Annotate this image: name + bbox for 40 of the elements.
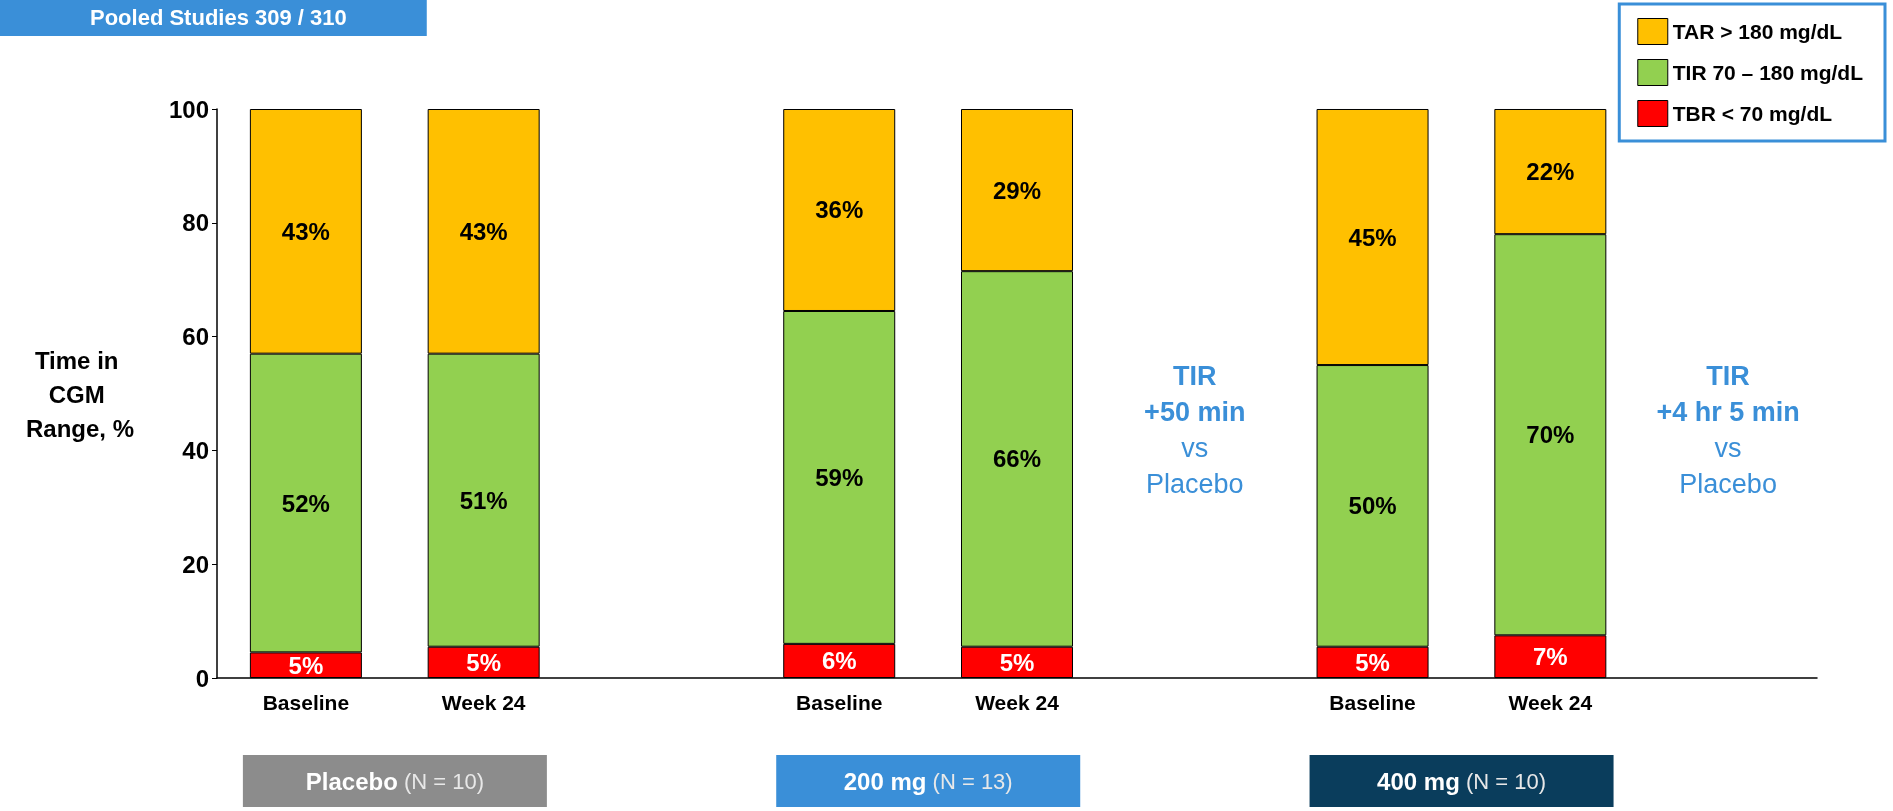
data-label: 51% — [459, 486, 508, 514]
y-axis-title: Time in CGM Range, % — [25, 346, 135, 442]
data-label: 50% — [1348, 492, 1397, 520]
y-tick-label: 0 — [195, 664, 209, 692]
data-label: 43% — [459, 217, 508, 245]
legend-label: TAR > 180 mg/dL — [1672, 20, 1843, 43]
text: 200 mg (N = 13) — [843, 767, 1013, 795]
x-tick-label: Baseline — [1329, 691, 1416, 714]
legend-label: TIR 70 – 180 mg/dL — [1672, 61, 1864, 84]
data-label: 5% — [288, 651, 324, 679]
text: Placebo (N = 10) — [305, 767, 485, 795]
y-tick-label: 100 — [168, 95, 209, 123]
x-tick-label: Week 24 — [1508, 691, 1593, 714]
data-label: 43% — [281, 217, 330, 245]
data-label: 5% — [1355, 648, 1390, 676]
data-label: 29% — [992, 176, 1042, 204]
y-tick-label: 80 — [182, 209, 209, 237]
data-label: 66% — [992, 445, 1042, 473]
data-label: 6% — [821, 647, 857, 675]
y-tick-label: 40 — [182, 436, 209, 464]
data-label: 70% — [1526, 421, 1575, 449]
data-label: 59% — [815, 463, 864, 491]
text: 400 mg (N = 10) — [1377, 767, 1547, 795]
legend-label: TBR < 70 mg/dL — [1672, 102, 1833, 125]
data-label: 52% — [281, 489, 330, 517]
x-tick-label: Week 24 — [975, 691, 1060, 714]
x-tick-label: Baseline — [796, 691, 883, 714]
y-tick-label: 60 — [182, 323, 209, 351]
data-label: 45% — [1348, 223, 1397, 251]
data-label: 5% — [999, 648, 1035, 676]
x-tick-label: Baseline — [262, 691, 350, 714]
x-tick-label: Week 24 — [441, 691, 526, 714]
data-label: 5% — [466, 648, 502, 676]
y-tick-label: 20 — [182, 550, 209, 578]
data-label: 7% — [1532, 643, 1568, 671]
annotation: TIR +50 min vs Placebo — [1144, 361, 1246, 499]
data-label: 22% — [1526, 158, 1575, 186]
data-label: 36% — [815, 196, 864, 224]
chart-title: Pooled Studies 309 / 310 — [90, 4, 347, 30]
annotation: TIR +4 hr 5 min vs Placebo — [1656, 361, 1800, 499]
